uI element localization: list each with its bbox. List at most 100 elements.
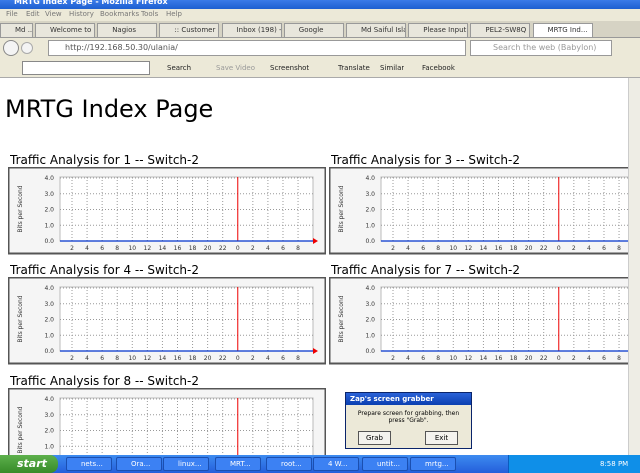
y-axis-label: Bits per Second bbox=[17, 295, 24, 342]
tab[interactable]: Please Input ... bbox=[408, 23, 469, 37]
y-axis-label: Bits per Second bbox=[338, 185, 345, 232]
x-tick-label: 6 bbox=[421, 245, 425, 252]
axis-arrow bbox=[313, 348, 318, 354]
x-tick-label: 14 bbox=[480, 245, 488, 252]
toolbar-button[interactable]: Similar bbox=[380, 64, 405, 72]
taskbar-item[interactable]: untit... bbox=[362, 457, 408, 471]
y-tick-label: 1.0 bbox=[365, 332, 375, 339]
dialog-button[interactable]: Exit bbox=[425, 431, 458, 445]
menu-item[interactable]: History bbox=[69, 10, 94, 18]
x-tick-label: 8 bbox=[296, 355, 300, 362]
x-tick-label: 10 bbox=[449, 355, 457, 362]
x-tick-label: 12 bbox=[465, 355, 473, 362]
x-tick-label: 12 bbox=[144, 245, 152, 252]
x-tick-label: 2 bbox=[391, 355, 395, 362]
x-tick-label: 10 bbox=[449, 245, 457, 252]
x-tick-label: 16 bbox=[174, 355, 182, 362]
x-tick-label: 18 bbox=[189, 245, 197, 252]
y-tick-label: 1.0 bbox=[44, 332, 54, 339]
x-tick-label: 2 bbox=[391, 245, 395, 252]
page-heading: MRTG Index Page bbox=[5, 95, 214, 123]
y-axis-label: Bits per Second bbox=[17, 185, 24, 232]
y-tick-label: 3.0 bbox=[365, 191, 375, 198]
x-tick-label: 4 bbox=[266, 245, 270, 252]
x-tick-label: 8 bbox=[436, 245, 440, 252]
x-tick-label: 12 bbox=[465, 245, 473, 252]
y-tick-label: 0.0 bbox=[365, 238, 375, 245]
y-tick-label: 4.0 bbox=[365, 285, 375, 292]
url-bar[interactable]: http://192.168.50.30/ulania/ bbox=[48, 40, 466, 56]
tab[interactable]: Google bbox=[283, 23, 344, 37]
y-axis-label: Bits per Second bbox=[338, 295, 345, 342]
toolbar-button[interactable]: Search bbox=[167, 64, 192, 72]
taskbar-item[interactable]: mrtg... bbox=[410, 457, 456, 471]
tab[interactable]: Md Saiful Isla... bbox=[346, 23, 406, 37]
x-tick-label: 8 bbox=[115, 245, 119, 252]
toolbar-input[interactable] bbox=[22, 61, 150, 75]
back-button[interactable] bbox=[3, 40, 19, 56]
x-tick-label: 14 bbox=[159, 245, 167, 252]
toolbar-button[interactable]: Facebook bbox=[422, 64, 455, 72]
tab[interactable]: Nagios bbox=[97, 23, 158, 37]
taskbar-item[interactable]: MRT... bbox=[215, 457, 261, 471]
y-tick-label: 3.0 bbox=[365, 301, 375, 308]
x-tick-label: 2 bbox=[70, 355, 74, 362]
x-tick-label: 2 bbox=[251, 355, 255, 362]
x-tick-label: 20 bbox=[525, 355, 533, 362]
y-tick-label: 0.0 bbox=[44, 238, 54, 245]
dialog-button[interactable]: Grab bbox=[358, 431, 391, 445]
y-tick-label: 2.0 bbox=[365, 317, 375, 324]
x-tick-label: 16 bbox=[495, 355, 503, 362]
dialog-title: Zap's screen grabber bbox=[346, 393, 471, 405]
taskbar-item[interactable]: nets... bbox=[66, 457, 112, 471]
y-tick-label: 0.0 bbox=[44, 348, 54, 355]
y-tick-label: 2.0 bbox=[44, 317, 54, 324]
menu-item[interactable]: View bbox=[45, 10, 62, 18]
x-tick-label: 20 bbox=[204, 355, 212, 362]
x-tick-label: 4 bbox=[406, 355, 410, 362]
x-tick-label: 18 bbox=[510, 355, 518, 362]
x-tick-label: 6 bbox=[421, 355, 425, 362]
start-button[interactable]: start bbox=[0, 455, 58, 473]
tab-bar: Md ...Welcome to ...Nagios:: Customer ..… bbox=[0, 21, 640, 38]
x-tick-label: 16 bbox=[495, 245, 503, 252]
x-tick-label: 0 bbox=[557, 245, 561, 252]
x-tick-label: 4 bbox=[587, 355, 591, 362]
tab[interactable]: :: Customer ... bbox=[159, 23, 220, 37]
toolbar-button[interactable]: Screenshot bbox=[270, 64, 310, 72]
search-box[interactable]: Search the web (Babylon) bbox=[470, 40, 612, 56]
traffic-graph: Bits per Second 0.0 1.0 2.0 3.0 4.0 2 4 6 8 10 12 14… bbox=[329, 167, 628, 255]
scrollbar bbox=[628, 78, 640, 455]
menu-item[interactable]: Edit bbox=[26, 10, 40, 18]
tab[interactable]: Welcome to ... bbox=[35, 23, 95, 37]
x-tick-label: 10 bbox=[128, 355, 136, 362]
tab[interactable]: Md ... bbox=[0, 23, 33, 37]
menu-item[interactable]: File bbox=[6, 10, 18, 18]
y-tick-label: 1.0 bbox=[44, 222, 54, 229]
tab[interactable]: MRTG Ind... bbox=[532, 23, 593, 37]
menu-item[interactable]: Tools bbox=[141, 10, 159, 18]
taskbar-item[interactable]: linux... bbox=[163, 457, 209, 471]
tab-scroll[interactable] bbox=[600, 25, 636, 37]
clock: 8:58 PM bbox=[600, 460, 629, 468]
taskbar-item[interactable]: 4 W... bbox=[313, 457, 359, 471]
toolbar-button[interactable]: Translate bbox=[338, 64, 370, 72]
tab[interactable]: Inbox (198) - ... bbox=[221, 23, 282, 37]
taskbar-item[interactable]: root... bbox=[266, 457, 312, 471]
graph-title: Traffic Analysis for 1 -- Switch-2 bbox=[10, 153, 199, 167]
x-tick-label: 20 bbox=[525, 245, 533, 252]
menu-item[interactable]: Bookmarks bbox=[100, 10, 140, 18]
graph-title: Traffic Analysis for 8 -- Switch-2 bbox=[10, 374, 199, 388]
taskbar-item[interactable]: Ora... bbox=[116, 457, 162, 471]
tab[interactable]: PEL2-SW8Q bbox=[470, 23, 531, 37]
toolbar-button[interactable]: Save Video bbox=[216, 64, 256, 72]
x-tick-label: 0 bbox=[236, 355, 240, 362]
forward-button[interactable] bbox=[21, 42, 33, 54]
x-tick-label: 12 bbox=[144, 355, 152, 362]
menu-item[interactable]: Help bbox=[166, 10, 182, 18]
traffic-graph: Bits per Second 0.0 1.0 2.0 3.0 4.0 2 4 6 8 10 12 14… bbox=[8, 167, 326, 255]
nav-bar: http://192.168.50.30/ulania/Search the w… bbox=[0, 38, 640, 58]
x-tick-label: 6 bbox=[602, 245, 606, 252]
system-tray bbox=[508, 455, 640, 473]
